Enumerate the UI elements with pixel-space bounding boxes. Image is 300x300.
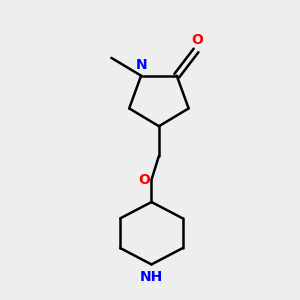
Text: O: O <box>192 34 203 47</box>
Text: NH: NH <box>140 270 163 284</box>
Text: N: N <box>135 58 147 72</box>
Text: O: O <box>138 173 150 187</box>
